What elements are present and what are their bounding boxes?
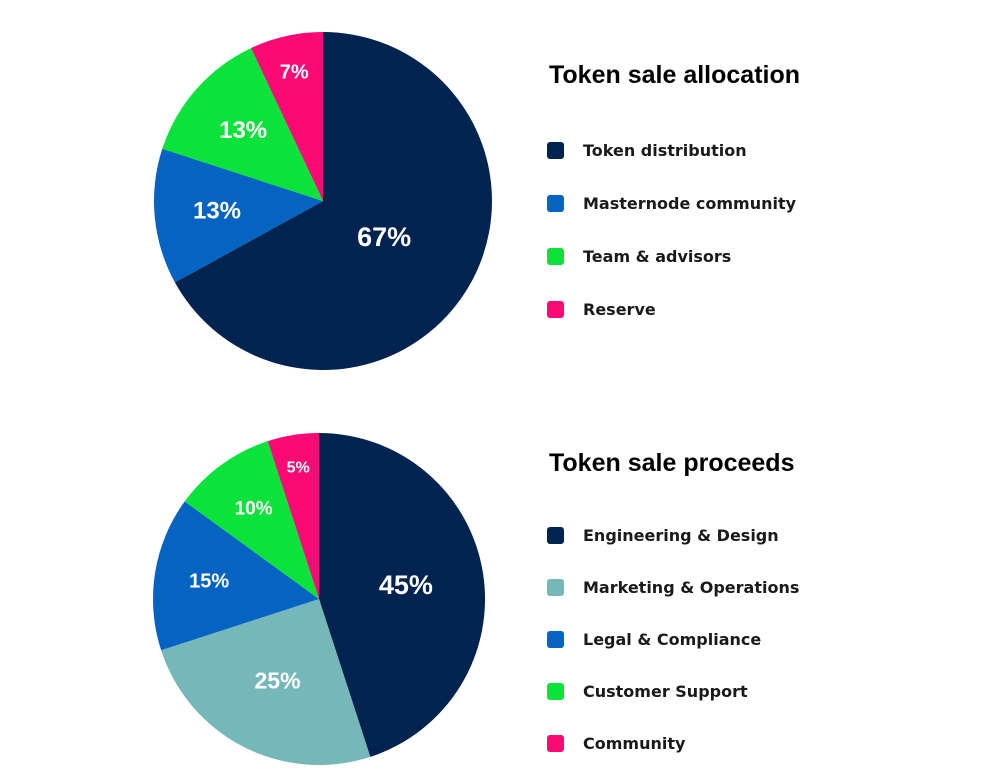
allocation-legend-swatch-token-distribution [547, 141, 564, 159]
allocation-slice-token-distribution [174, 32, 492, 370]
allocation-legend-label-masternode-community: Masternode community [583, 193, 797, 213]
allocation-slice-reserve [251, 32, 323, 201]
proceeds-legend-swatch-community [547, 734, 564, 752]
proceeds-slice-customer-support [184, 441, 319, 599]
proceeds-pie-chart: 45% 25% 15% 10% 5% [152, 433, 486, 766]
proceeds-legend-item-legal-and-compliance: Legal & Compliance [547, 628, 761, 650]
allocation-slice-masternode-community [153, 148, 323, 283]
allocation-slice-label-team-and-advisors: 13% [219, 117, 267, 144]
allocation-legend-item-token-distribution: Token distribution [547, 139, 747, 161]
proceeds-legend-item-engineering-and-design: Engineering & Design [547, 524, 779, 546]
allocation-legend-item-masternode-community: Masternode community [547, 192, 796, 214]
proceeds-slice-community [267, 433, 319, 599]
proceeds-legend-swatch-marketing-and-operations [547, 578, 564, 596]
proceeds-slice-label-community: 5% [287, 459, 310, 476]
proceeds-legend-label-engineering-and-design: Engineering & Design [583, 525, 779, 545]
proceeds-legend-item-community: Community [547, 732, 685, 754]
proceeds-legend-label-legal-and-compliance: Legal & Compliance [583, 629, 762, 649]
proceeds-slice-label-marketing-and-operations: 25% [255, 667, 301, 693]
proceeds-slice-label-customer-support: 10% [235, 499, 273, 520]
proceeds-legend-swatch-engineering-and-design [547, 526, 564, 544]
allocation-slice-label-reserve: 7% [280, 61, 309, 83]
allocation-pie-chart: 67% 13% 13% 7% [153, 32, 492, 370]
allocation-slice-team-and-advisors [162, 48, 323, 201]
proceeds-legend-label-community: Community [583, 733, 686, 753]
allocation-legend-item-team-and-advisors: Team & advisors [547, 245, 731, 267]
proceeds-legend-item-customer-support: Customer Support [547, 680, 748, 702]
proceeds-legend-item-marketing-and-operations: Marketing & Operations [547, 576, 799, 598]
proceeds-slice-label-legal-and-compliance: 15% [189, 571, 229, 593]
allocation-legend-label-token-distribution: Token distribution [583, 140, 747, 160]
allocation-legend-swatch-masternode-community [547, 194, 564, 212]
allocation-legend-swatch-reserve [547, 300, 564, 318]
allocation-legend-item-reserve: Reserve [547, 298, 656, 320]
allocation-slice-label-masternode-community: 13% [193, 198, 241, 225]
allocation-legend-label-team-and-advisors: Team & advisors [583, 246, 732, 266]
proceeds-chart-title: Token sale proceeds [549, 449, 795, 477]
allocation-legend-swatch-team-and-advisors [547, 247, 564, 265]
proceeds-slice-engineering-and-design [319, 433, 486, 757]
proceeds-legend-swatch-legal-and-compliance [547, 630, 564, 648]
allocation-chart-title: Token sale allocation [549, 61, 801, 89]
proceeds-legend-swatch-customer-support [547, 682, 564, 700]
proceeds-legend-label-marketing-and-operations: Marketing & Operations [583, 577, 800, 597]
allocation-slice-label-token-distribution: 67% [357, 222, 411, 252]
allocation-legend-label-reserve: Reserve [583, 299, 656, 319]
proceeds-slice-label-engineering-and-design: 45% [379, 570, 433, 600]
proceeds-slice-marketing-and-operations [161, 599, 371, 766]
proceeds-slice-legal-and-compliance [152, 501, 319, 651]
proceeds-legend-label-customer-support: Customer Support [583, 681, 748, 701]
